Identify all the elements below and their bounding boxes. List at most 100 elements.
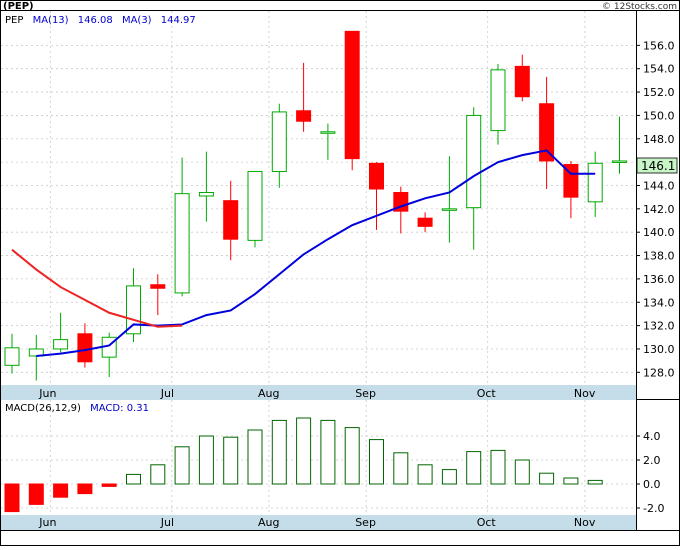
macd-histogram: [4, 417, 603, 513]
macd-bar: [563, 477, 579, 485]
ma-line-ma13: [36, 149, 596, 357]
price-tick-label: 136.0: [643, 273, 675, 286]
price-tick-label: 152.0: [643, 86, 675, 99]
price-tick-label: 140.0: [643, 226, 675, 239]
legend-ma3-value: 144.97: [161, 15, 196, 26]
legend-symbol: PEP: [5, 15, 23, 26]
price-x-labels: Jun Jul Aug Sep Oct Nov: [38, 387, 596, 400]
macd-month-label: Aug: [258, 516, 279, 529]
price-tick-label: 148.0: [643, 133, 675, 146]
macd-bar: [150, 464, 166, 485]
price-tick-label: 132.0: [643, 320, 675, 333]
candle-body: [198, 191, 214, 197]
legend-ma13-label: MA(13): [33, 15, 69, 26]
macd-bar: [271, 419, 287, 485]
candle-body: [393, 191, 409, 212]
candlestick-series: [4, 30, 627, 381]
price-tick-label: 144.0: [643, 179, 675, 192]
macd-params: MACD(26,12,9): [5, 403, 81, 414]
macd-tick-label: 4.0: [643, 430, 661, 443]
macd-panel: [0, 399, 680, 531]
macd-bar: [174, 446, 190, 485]
macd-bar: [296, 417, 312, 485]
candle-body: [126, 285, 141, 335]
macd-bar: [417, 464, 433, 485]
macd-bar: [320, 419, 336, 485]
macd-x-labels: Jun Jul Aug Sep Oct Nov: [38, 516, 596, 529]
candle-body: [466, 114, 482, 209]
macd-month-label: Jul: [160, 516, 174, 529]
candle-body: [77, 333, 93, 363]
macd-bar: [369, 439, 384, 485]
candle-body: [271, 111, 287, 172]
price-legend: PEP MA(13) 146.08 MA(3) 144.97: [5, 15, 196, 26]
macd-label: MACD:: [90, 403, 123, 414]
macd-bar: [223, 436, 239, 485]
candle-body: [587, 162, 603, 203]
macd-month-label: Oct: [477, 516, 497, 529]
candle-body: [441, 208, 457, 211]
last-price-tag: 146.1: [636, 157, 678, 174]
macd-bar: [247, 429, 263, 485]
macd-bar: [126, 473, 141, 485]
macd-bar: [344, 427, 360, 485]
macd-bar: [28, 483, 44, 505]
candle-body: [563, 163, 579, 198]
candle-body: [150, 284, 166, 289]
candle-body: [174, 193, 190, 294]
macd-bar: [53, 483, 69, 498]
candle-body: [4, 347, 20, 366]
macd-tick-label: -2.0: [643, 502, 664, 515]
price-month-label: Jul: [160, 387, 174, 400]
macd-bar: [393, 452, 409, 485]
macd-bar: [4, 483, 20, 513]
candle-body: [490, 69, 506, 132]
price-month-label: Sep: [355, 387, 376, 400]
ticker-title: (PEP): [3, 1, 34, 12]
candle-body: [612, 160, 627, 163]
macd-month-label: Nov: [574, 516, 596, 529]
price-tick-label: 130.0: [643, 343, 675, 356]
macd-bar: [587, 479, 603, 485]
macd-bar: [101, 483, 117, 487]
price-y-ticks: 128.0 130.0 132.0 134.0 136.0 138.0 140.0 142.0…: [636, 39, 675, 379]
macd-bar: [198, 435, 214, 485]
macd-tick-label: 2.0: [643, 454, 661, 467]
macd-bar: [514, 459, 530, 485]
macd-bar: [466, 451, 482, 485]
macd-month-label: Sep: [355, 516, 376, 529]
candle-body: [539, 103, 555, 162]
macd-bar: [441, 469, 457, 485]
candle-body: [514, 65, 530, 98]
price-date-axis-band: [1, 385, 636, 400]
macd-bar: [490, 449, 506, 485]
candle-body: [223, 200, 239, 240]
macd-date-axis-band: [1, 515, 636, 530]
legend-ma13-value: 146.08: [78, 15, 113, 26]
price-tick-label: 138.0: [643, 250, 675, 263]
last-price-text: 146.1: [641, 159, 675, 173]
source-watermark: © 12Stocks.com: [602, 2, 677, 12]
price-month-label: Nov: [574, 387, 596, 400]
price-tick-label: 150.0: [643, 109, 675, 122]
ma-line-ma3: [11, 248, 183, 328]
price-tick-label: 156.0: [643, 39, 675, 52]
price-tick-label: 134.0: [643, 296, 675, 309]
candle-body: [296, 110, 312, 122]
macd-y-ticks: -2.0 0.0 2.0 4.0: [636, 430, 664, 515]
last-price-tag-box: [636, 157, 678, 174]
price-panel: [0, 10, 680, 400]
price-month-label: Aug: [258, 387, 279, 400]
macd-legend: MACD(26,12,9) MACD: 0.31: [5, 403, 149, 414]
macd-value: 0.31: [127, 403, 149, 414]
candle-body: [369, 162, 384, 190]
candle-body: [53, 339, 69, 350]
price-month-label: Oct: [477, 387, 497, 400]
price-tick-label: 142.0: [643, 203, 675, 216]
price-tick-label: 128.0: [643, 366, 675, 379]
price-month-label: Jun: [38, 387, 56, 400]
candle-body: [344, 30, 360, 160]
legend-ma3-label: MA(3): [122, 15, 152, 26]
